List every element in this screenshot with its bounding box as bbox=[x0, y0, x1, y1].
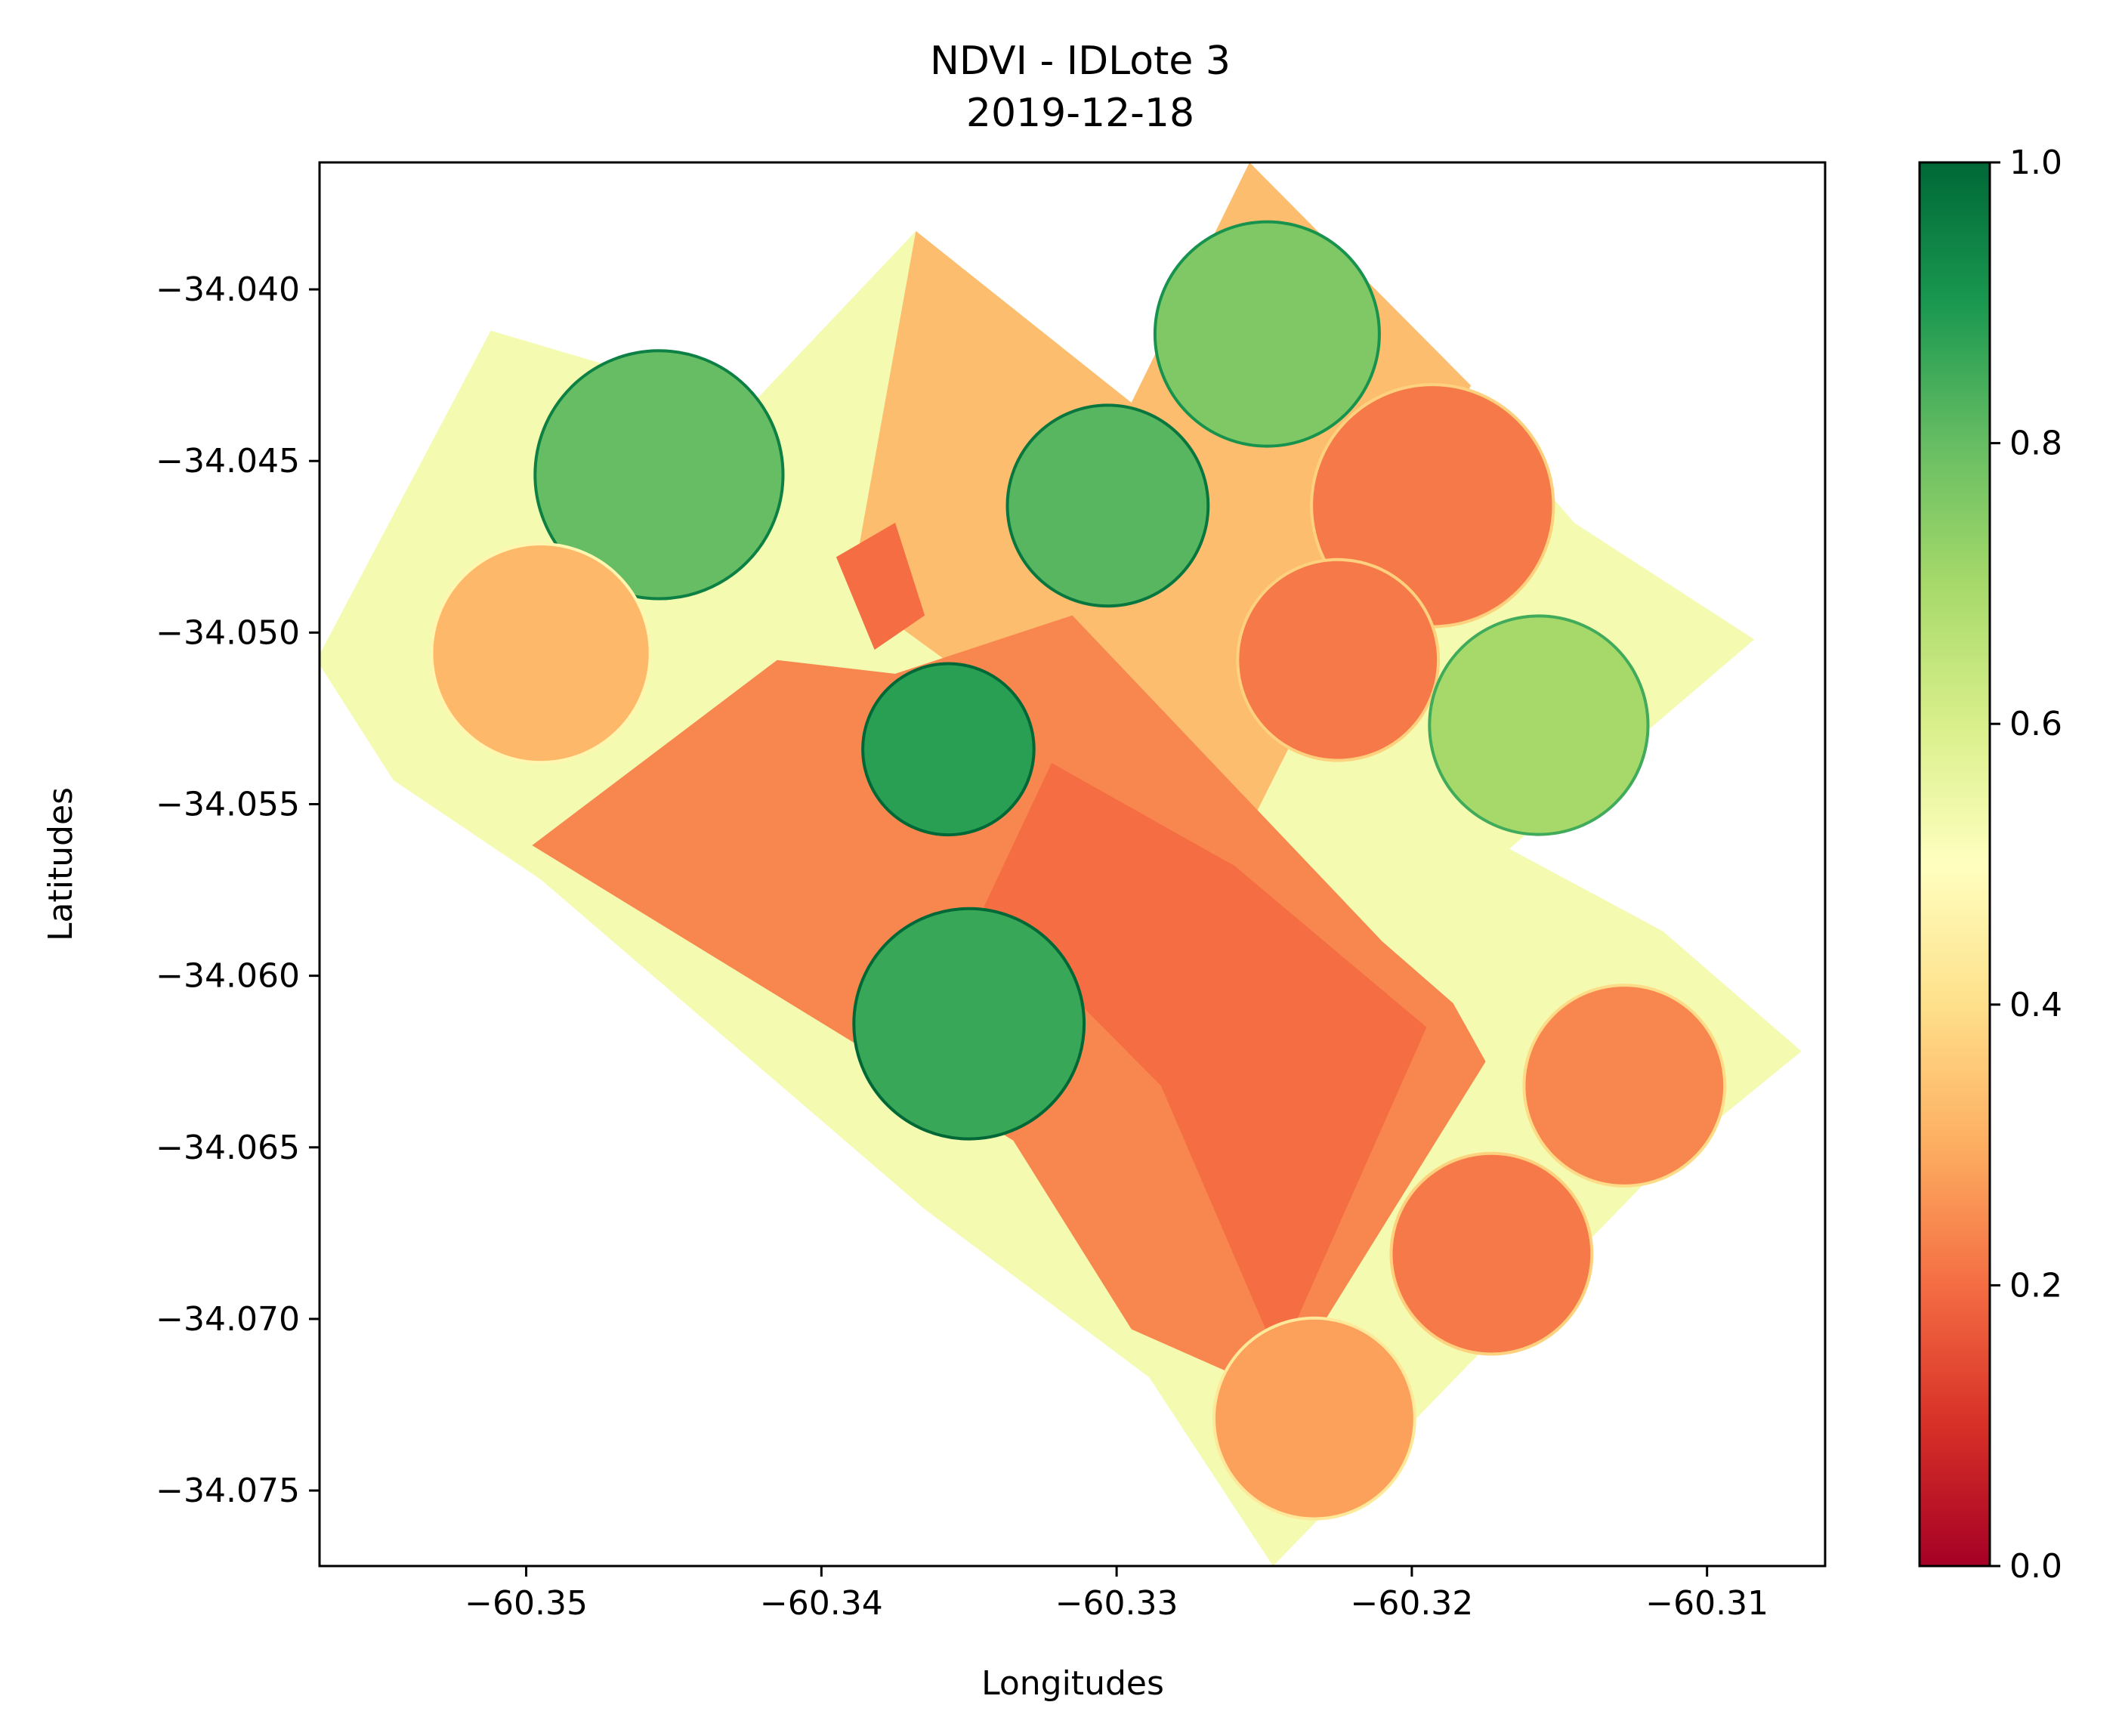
x-tick-label: −60.33 bbox=[1055, 1584, 1178, 1623]
x-tick-label: −60.35 bbox=[465, 1584, 588, 1623]
y-tick-label: −34.075 bbox=[156, 1472, 300, 1510]
x-axis-label: Longitudes bbox=[981, 1664, 1164, 1703]
x-tick-label: −60.34 bbox=[760, 1584, 883, 1623]
y-tick-label: −34.050 bbox=[156, 613, 300, 652]
pivot-circle bbox=[1522, 984, 1727, 1188]
y-tick-label: −34.065 bbox=[156, 1129, 300, 1167]
chart-title: NDVI - IDLote 3 bbox=[930, 39, 1231, 84]
colorbar-tick-label: 0.2 bbox=[2009, 1266, 2062, 1305]
colorbar-axis: 0.0 0.2 0.4 0.6 0.8 1.0 bbox=[1990, 144, 2062, 1586]
colorbar: 0.0 0.2 0.4 0.6 0.8 1.0 bbox=[1918, 144, 2062, 1586]
pivot-circle bbox=[430, 542, 652, 765]
y-axis-label: Latitudes bbox=[42, 787, 80, 941]
y-tick-label: −34.060 bbox=[156, 957, 300, 996]
x-tick-label: −60.32 bbox=[1350, 1584, 1473, 1623]
y-axis: −34.040 −34.045 −34.050 −34.055 −34.060 −34.0… bbox=[156, 270, 320, 1510]
pivot-circle bbox=[852, 907, 1086, 1141]
colorbar-tick-label: 0.0 bbox=[2009, 1547, 2062, 1586]
x-tick-label: −60.31 bbox=[1645, 1584, 1768, 1623]
colorbar-tick-label: 1.0 bbox=[2009, 144, 2062, 182]
pivot-circle bbox=[861, 662, 1036, 837]
pivot-circle bbox=[533, 349, 785, 601]
y-tick-label: −34.045 bbox=[156, 442, 300, 480]
pivot-circle bbox=[1236, 558, 1441, 762]
pivot-circle bbox=[1005, 403, 1210, 608]
plot-area bbox=[320, 162, 1802, 1566]
pivot-circle bbox=[1212, 1316, 1416, 1521]
y-tick-label: −34.055 bbox=[156, 786, 300, 824]
plot-frame bbox=[318, 161, 1827, 1568]
x-axis: −60.35 −60.34 −60.33 −60.32 −60.31 bbox=[465, 1566, 1768, 1623]
y-tick-label: −34.040 bbox=[156, 270, 300, 309]
field-region bbox=[836, 523, 925, 650]
pivot-circle bbox=[1153, 220, 1381, 448]
y-tick-label: −34.070 bbox=[156, 1300, 300, 1339]
colorbar-tick-label: 0.4 bbox=[2009, 986, 2062, 1024]
colorbar-gradient bbox=[1918, 161, 1991, 1568]
chart-subtitle: 2019-12-18 bbox=[966, 91, 1194, 136]
colorbar-tick-label: 0.8 bbox=[2009, 425, 2062, 463]
pivot-circle bbox=[1428, 614, 1650, 836]
colorbar-tick-label: 0.6 bbox=[2009, 705, 2062, 743]
field-region bbox=[984, 763, 1427, 1361]
pivot-circle bbox=[1389, 1151, 1594, 1356]
